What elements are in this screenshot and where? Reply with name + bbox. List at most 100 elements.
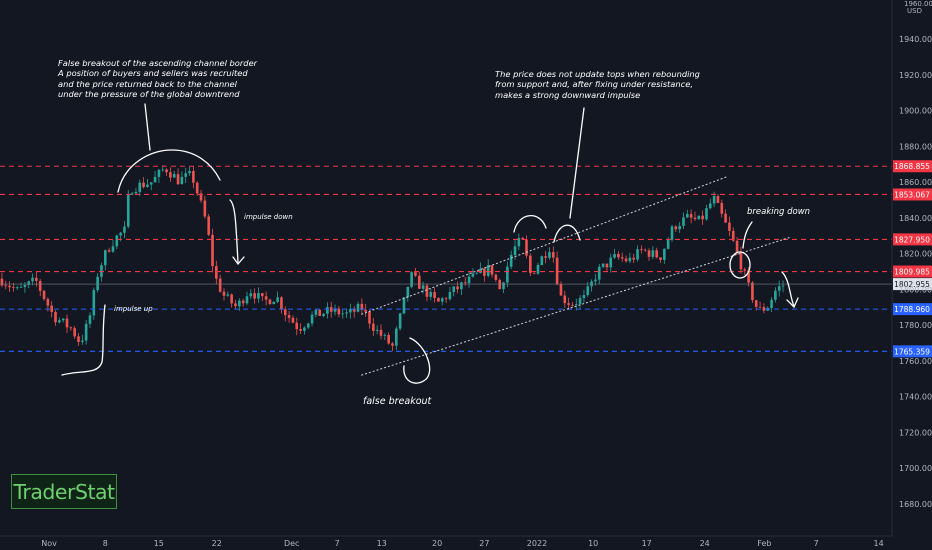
candle-body bbox=[414, 272, 417, 276]
candle-body bbox=[651, 250, 655, 257]
candle-body bbox=[352, 308, 356, 312]
annotation-false-breakout-note: False breakout of the ascending channel … bbox=[58, 58, 258, 100]
x-tick-label: 24 bbox=[700, 539, 710, 548]
candle-body bbox=[345, 312, 348, 314]
last-price-label: 1802.955 bbox=[894, 280, 930, 289]
candle-body bbox=[23, 284, 27, 288]
candle-body bbox=[770, 299, 773, 309]
candle-body bbox=[689, 214, 693, 218]
candle-body bbox=[326, 307, 329, 314]
candle-body bbox=[283, 309, 287, 316]
candle-body bbox=[475, 273, 479, 274]
candle-body bbox=[728, 222, 731, 231]
candle-body bbox=[609, 257, 613, 268]
candle-body bbox=[490, 265, 494, 275]
candle-body bbox=[126, 194, 130, 227]
y-tick-label: 1920.000 bbox=[899, 71, 932, 80]
candle-body bbox=[406, 286, 410, 298]
candle-body bbox=[636, 249, 639, 260]
candle-body bbox=[180, 176, 184, 185]
candle-body bbox=[142, 182, 145, 188]
y-tick-label: 1700.000 bbox=[899, 464, 932, 473]
candle-body bbox=[754, 300, 758, 307]
candle-body bbox=[299, 329, 302, 331]
candle-body bbox=[245, 296, 249, 304]
candle-body bbox=[303, 327, 306, 331]
candle-body bbox=[314, 309, 318, 315]
candle-body bbox=[337, 308, 341, 315]
candle-body bbox=[628, 257, 632, 262]
candle-body bbox=[498, 279, 501, 290]
x-tick-label: 15 bbox=[154, 539, 164, 548]
candle-body bbox=[705, 208, 708, 220]
y-tick-label: 1900.000 bbox=[899, 107, 932, 116]
candle-body bbox=[149, 182, 153, 185]
candle-body bbox=[586, 286, 590, 296]
annotation-no-new-tops-note: The price does not update tops when rebo… bbox=[495, 69, 700, 100]
candle-body bbox=[195, 182, 199, 194]
candle-body bbox=[253, 293, 256, 299]
candle-body bbox=[123, 226, 126, 233]
x-tick-label: Dec bbox=[284, 539, 299, 548]
candle-body bbox=[356, 303, 360, 312]
candle-body bbox=[724, 213, 727, 223]
candle-body bbox=[647, 250, 651, 257]
candle-body bbox=[502, 282, 505, 290]
candle-body bbox=[230, 294, 233, 304]
candle-body bbox=[119, 232, 122, 236]
channel-lines bbox=[361, 176, 790, 376]
x-tick-label: 7 bbox=[814, 539, 819, 548]
y-tick-label: 1820.000 bbox=[899, 250, 932, 259]
candle-body bbox=[517, 237, 521, 247]
candle-body bbox=[555, 257, 559, 285]
candle-body bbox=[383, 334, 387, 336]
candle-body bbox=[758, 306, 762, 308]
candle-body bbox=[686, 214, 689, 218]
candle-body bbox=[444, 298, 448, 300]
y-tick-label: 1740.000 bbox=[899, 393, 932, 402]
candle-body bbox=[659, 257, 662, 260]
candle-body bbox=[257, 293, 260, 299]
level-price-tag bbox=[893, 265, 932, 278]
y-tick-label: 1800.000 bbox=[899, 285, 932, 294]
candle-body bbox=[188, 170, 191, 174]
breaking-down-pointer bbox=[742, 221, 753, 249]
candle-body bbox=[544, 256, 547, 258]
candle-body bbox=[0, 278, 4, 286]
candle-body bbox=[203, 200, 207, 217]
annotation-impulse-down: impulse down bbox=[244, 213, 293, 221]
candle-body bbox=[50, 305, 53, 312]
candle-body bbox=[448, 292, 452, 300]
candle-body bbox=[280, 297, 283, 310]
candle-body bbox=[574, 304, 578, 306]
candle-body bbox=[747, 270, 750, 283]
candle-body bbox=[77, 336, 80, 342]
candle-body bbox=[582, 295, 586, 299]
level-price-tag bbox=[893, 345, 932, 358]
candle-body bbox=[260, 293, 264, 297]
candle-body bbox=[215, 266, 218, 279]
candle-body bbox=[15, 287, 19, 289]
candle-body bbox=[655, 250, 658, 258]
candle-body bbox=[96, 276, 99, 291]
candle-body bbox=[483, 268, 486, 276]
candle-body bbox=[479, 268, 482, 274]
candle-body bbox=[532, 272, 536, 274]
candle-body bbox=[207, 216, 210, 235]
candle-body bbox=[138, 182, 142, 192]
candle-body bbox=[697, 215, 701, 220]
candle-body bbox=[674, 226, 678, 230]
candle-body bbox=[594, 279, 597, 282]
hand-drawings bbox=[61, 103, 799, 384]
x-tick-label: 13 bbox=[377, 539, 387, 548]
candle-body bbox=[306, 323, 310, 328]
candle-body bbox=[368, 311, 371, 324]
candle-body bbox=[27, 281, 31, 285]
candle-body bbox=[375, 329, 379, 331]
candle-body bbox=[601, 263, 605, 267]
candle-body bbox=[157, 170, 161, 177]
candle-body bbox=[73, 328, 76, 337]
candle-body bbox=[329, 307, 333, 312]
level-price-tag bbox=[893, 303, 932, 316]
